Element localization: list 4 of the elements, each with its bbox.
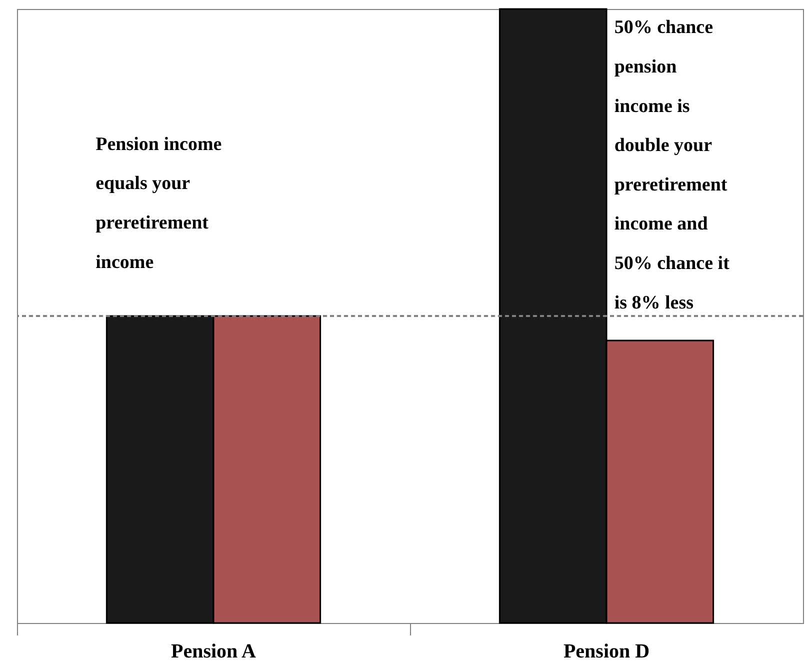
annotation: 50% chance pension income is double your preretirement income and 50% chance it is 8% less <box>614 17 730 314</box>
x-tick-label: Pension D <box>563 640 650 662</box>
annotation: Pension income equals your preretirement income <box>96 134 222 273</box>
x-tick-label: Pension A <box>170 640 257 662</box>
